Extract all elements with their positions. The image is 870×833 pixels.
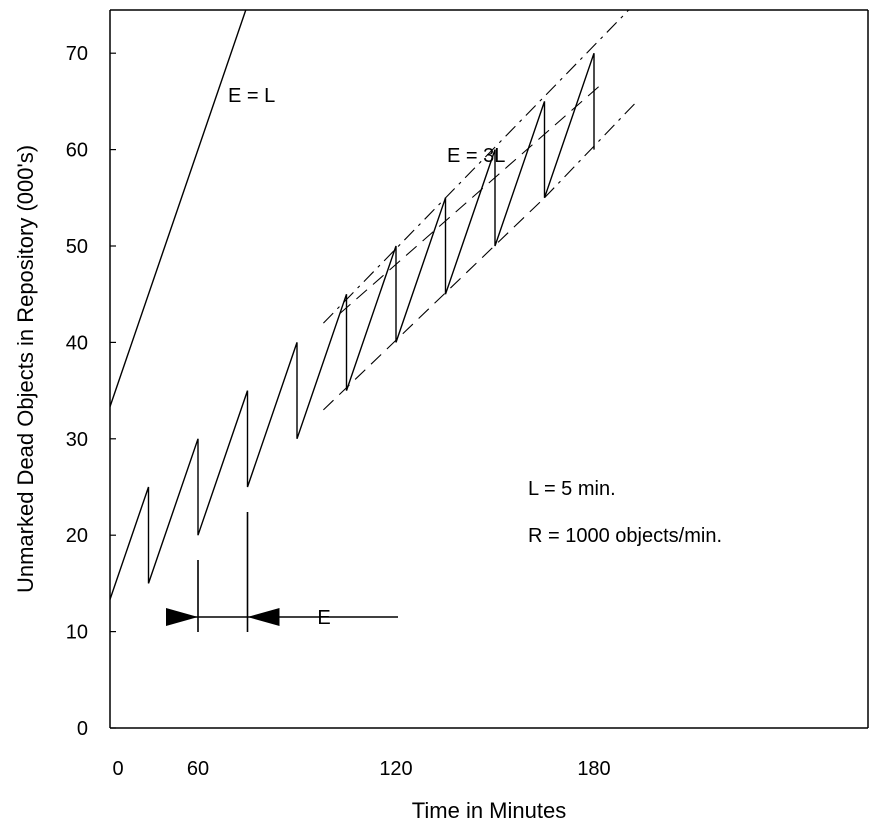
label-e-eq-3l: E = 3L (447, 145, 505, 167)
plot-marks (110, 10, 638, 632)
plot-area (110, 10, 638, 602)
interval-arrow-left-head (166, 608, 198, 626)
y-tick-label-50: 50 (66, 236, 88, 258)
envelope-line-2 (339, 81, 605, 314)
interval-arrow-right-head (247, 608, 280, 626)
x-tick-label-60: 60 (187, 758, 209, 780)
y-tick-label-0: 0 (77, 718, 88, 740)
x-tick-label-0: 0 (112, 758, 123, 780)
y-tick-label-30: 30 (66, 429, 88, 451)
label-param-r: R = 1000 objects/min. (528, 525, 722, 547)
x-axis-title: Time in Minutes (412, 798, 566, 823)
y-tick-label-20: 20 (66, 525, 88, 547)
y-tick-label-40: 40 (66, 332, 88, 354)
envelope-line-3 (323, 197, 545, 411)
envelope-line-1 (323, 10, 630, 324)
tick-labels: 0 10 20 30 40 50 60 70 0 60 120 180 (66, 43, 611, 780)
x-tick-label-180: 180 (577, 758, 610, 780)
y-tick-label-10: 10 (66, 622, 88, 644)
label-e-eq-l: E = L (228, 85, 275, 107)
x-tick-label-120: 120 (379, 758, 412, 780)
y-axis-title: Unmarked Dead Objects in Repository (000… (13, 145, 38, 593)
series-line-e-eq-l (110, 10, 247, 409)
y-tick-label-60: 60 (66, 140, 88, 162)
y-tick-label-70: 70 (66, 43, 88, 65)
label-param-l: L = 5 min. (528, 478, 616, 500)
label-interval-e: E (317, 607, 330, 629)
series-line-e-eq-3l (110, 52, 595, 602)
envelope-line-4 (544, 101, 638, 199)
